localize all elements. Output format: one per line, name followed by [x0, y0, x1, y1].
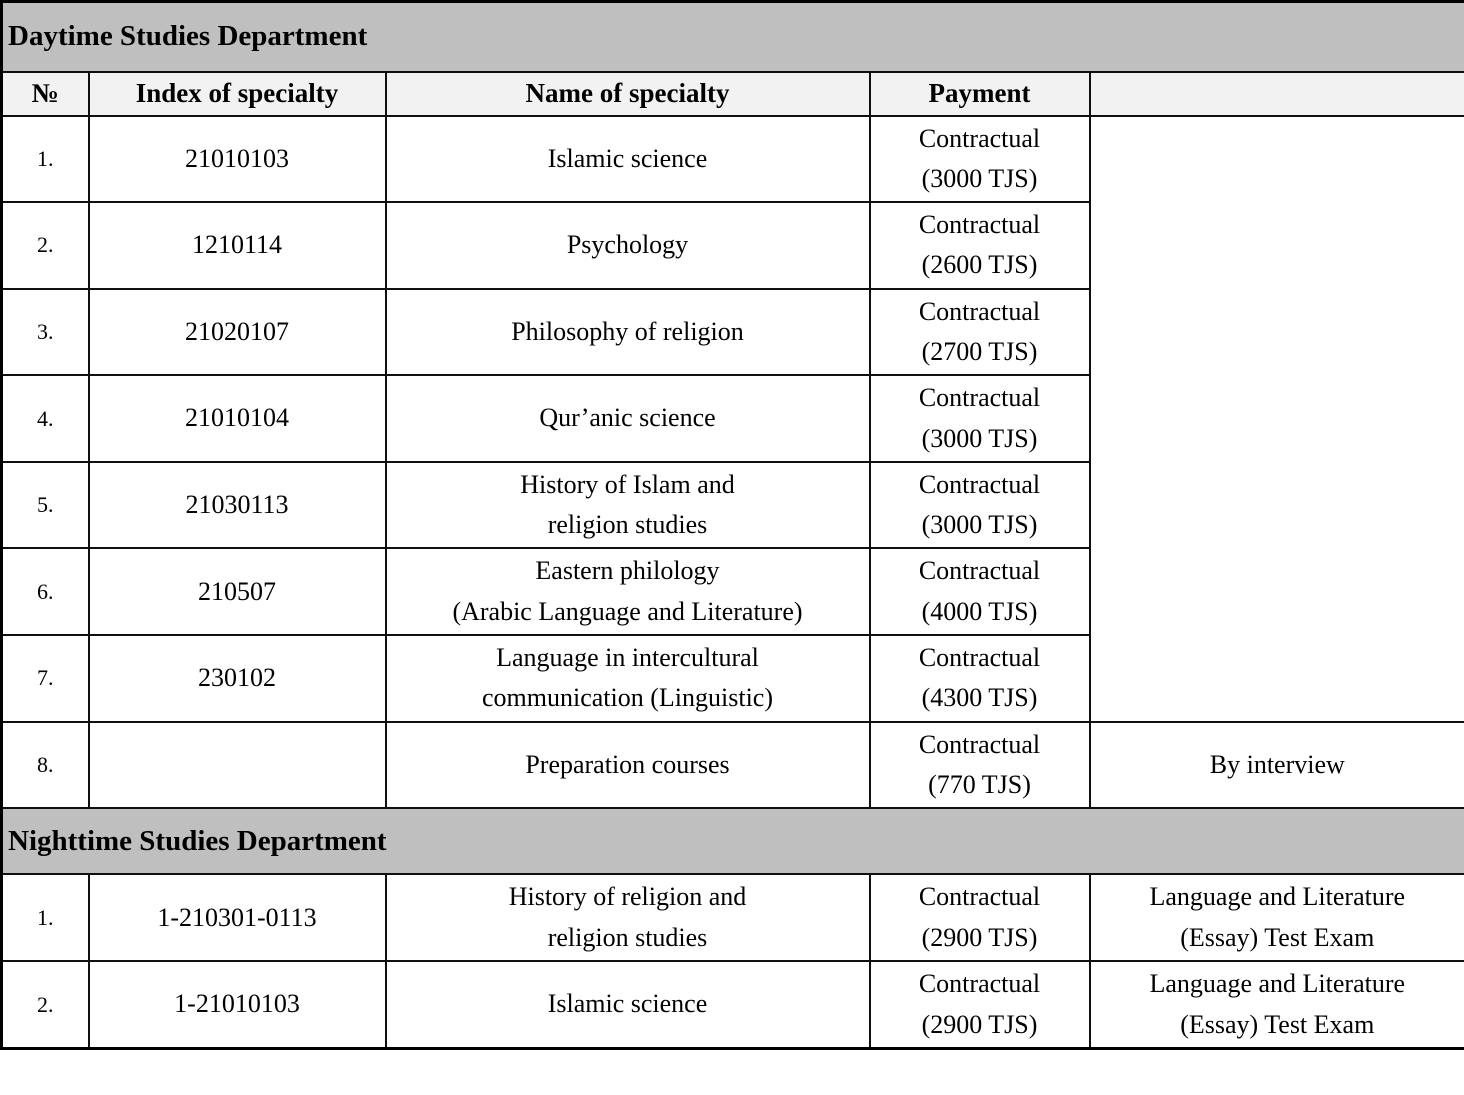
- table-row: 1. 21010103 Islamic science Contractual …: [0, 114, 1464, 723]
- cell-name: Eastern philology (Arabic Language and L…: [384, 547, 871, 637]
- cell-index: 21010103: [87, 114, 387, 204]
- cell-index: 21020107: [87, 287, 387, 377]
- table-row: 5. 21030113 History of Islam and religio…: [0, 460, 1464, 550]
- cell-payment: Contractual (3000 TJS): [868, 374, 1091, 463]
- cell-index: 210507: [87, 547, 387, 637]
- cell-name: Qur’anic science: [384, 374, 871, 463]
- table-row: 6. 210507 Eastern philology (Arabic Lang…: [0, 547, 1464, 637]
- col-header-exam: [1088, 70, 1464, 117]
- cell-no: 2.: [0, 960, 90, 1050]
- cell-no: 5.: [0, 460, 90, 550]
- cell-no: 8.: [0, 720, 90, 810]
- cell-payment: Contractual (3000 TJS): [868, 460, 1091, 550]
- cell-index: 1210114: [87, 201, 387, 290]
- cell-exam: Language and Literature (Essay) Test Exa…: [1088, 873, 1464, 963]
- col-header-no: №: [0, 70, 90, 117]
- section-header-nighttime: Nighttime Studies Department: [0, 807, 1464, 876]
- cell-exam: Language and Literature (Essay) Test Exa…: [1088, 960, 1464, 1050]
- cell-name: History of religion and religion studies: [384, 873, 871, 963]
- cell-payment: Contractual (4000 TJS): [868, 547, 1091, 637]
- cell-name: Language in intercultural communication …: [384, 634, 871, 723]
- cell-no: 2.: [0, 201, 90, 290]
- cell-index: 1-210301-0113: [87, 873, 387, 963]
- cell-name: History of Islam and religion studies: [384, 460, 871, 550]
- cell-exam-merged: [1088, 114, 1464, 723]
- cell-no: 1.: [0, 114, 90, 204]
- table-row: 7. 230102 Language in intercultural comm…: [0, 634, 1464, 723]
- col-header-index: Index of specialty: [87, 70, 387, 117]
- cell-exam: By interview: [1088, 720, 1464, 810]
- table-row: Nighttime Studies Department: [0, 807, 1464, 876]
- table-row: 8. Preparation courses Contractual (770 …: [0, 720, 1464, 810]
- cell-index: [87, 720, 387, 810]
- cell-index: 21010104: [87, 374, 387, 463]
- section-header-daytime: Daytime Studies Department: [0, 0, 1464, 73]
- cell-payment: Contractual (2700 TJS): [868, 287, 1091, 377]
- table-row: 2. 1-21010103 Islamic science Contractua…: [0, 960, 1464, 1050]
- cell-name: Philosophy of religion: [384, 287, 871, 377]
- cell-no: 6.: [0, 547, 90, 637]
- cell-no: 7.: [0, 634, 90, 723]
- cell-payment: Contractual (2900 TJS): [868, 873, 1091, 963]
- admissions-table: Daytime Studies Department № Index of sp…: [0, 0, 1464, 1050]
- cell-no: 1.: [0, 873, 90, 963]
- cell-payment: Contractual (770 TJS): [868, 720, 1091, 810]
- table-row: 3. 21020107 Philosophy of religion Contr…: [0, 287, 1464, 377]
- table-row: № Index of specialty Name of specialty P…: [0, 70, 1464, 117]
- cell-payment: Contractual (4300 TJS): [868, 634, 1091, 723]
- cell-no: 3.: [0, 287, 90, 377]
- col-header-payment: Payment: [868, 70, 1091, 117]
- cell-name: Islamic science: [384, 960, 871, 1050]
- cell-index: 1-21010103: [87, 960, 387, 1050]
- table-row: Daytime Studies Department: [0, 0, 1464, 73]
- table-row: 1. 1-210301-0113 History of religion and…: [0, 873, 1464, 963]
- cell-name: Preparation courses: [384, 720, 871, 810]
- cell-payment: Contractual (3000 TJS): [868, 114, 1091, 204]
- cell-no: 4.: [0, 374, 90, 463]
- cell-payment: Contractual (2600 TJS): [868, 201, 1091, 290]
- cell-payment: Contractual (2900 TJS): [868, 960, 1091, 1050]
- table-row: 4. 21010104 Qur’anic science Contractual…: [0, 374, 1464, 463]
- col-header-name: Name of specialty: [384, 70, 871, 117]
- cell-index: 230102: [87, 634, 387, 723]
- table-row: 2. 1210114 Psychology Contractual (2600 …: [0, 201, 1464, 290]
- cell-name: Islamic science: [384, 114, 871, 204]
- cell-name: Psychology: [384, 201, 871, 290]
- cell-index: 21030113: [87, 460, 387, 550]
